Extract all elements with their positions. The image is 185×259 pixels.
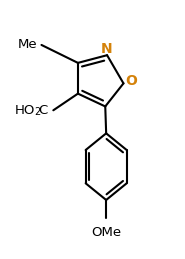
Text: Me: Me	[18, 38, 38, 52]
Text: O: O	[126, 74, 138, 88]
Text: 2: 2	[35, 107, 41, 117]
Text: N: N	[100, 42, 112, 56]
Text: HO: HO	[15, 104, 36, 117]
Text: C: C	[39, 104, 48, 117]
Text: OMe: OMe	[91, 226, 121, 239]
